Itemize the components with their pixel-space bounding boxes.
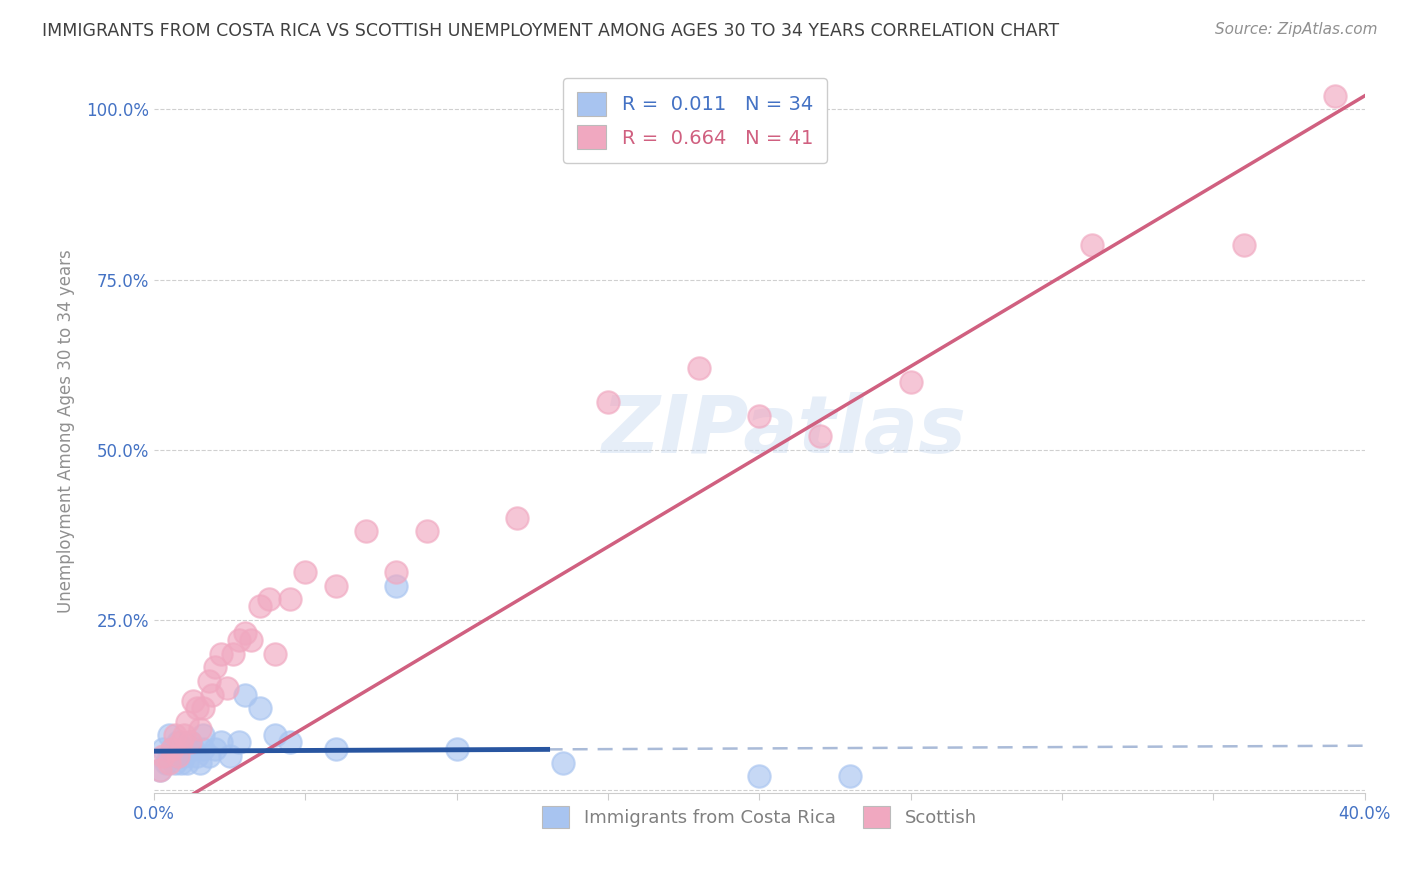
Point <box>152 748 174 763</box>
Point <box>170 735 193 749</box>
Point <box>215 681 238 695</box>
Point <box>191 729 214 743</box>
Point <box>157 748 180 763</box>
Legend: Immigrants from Costa Rica, Scottish: Immigrants from Costa Rica, Scottish <box>536 798 984 835</box>
Point <box>197 674 219 689</box>
Y-axis label: Unemployment Among Ages 30 to 34 years: Unemployment Among Ages 30 to 34 years <box>58 249 75 613</box>
Point <box>155 756 177 770</box>
Point <box>165 729 187 743</box>
Point <box>183 742 205 756</box>
Point <box>176 714 198 729</box>
Point <box>167 748 190 763</box>
Point <box>149 763 172 777</box>
Point <box>228 633 250 648</box>
Point <box>748 769 770 783</box>
Point <box>183 694 205 708</box>
Point <box>149 763 172 777</box>
Point <box>173 729 195 743</box>
Point <box>201 688 224 702</box>
Point <box>1233 238 1256 252</box>
Point <box>188 756 211 770</box>
Point <box>415 524 437 539</box>
Point <box>204 742 226 756</box>
Point <box>257 592 280 607</box>
Point <box>186 748 208 763</box>
Point <box>222 647 245 661</box>
Point <box>179 735 201 749</box>
Point <box>264 647 287 661</box>
Text: Source: ZipAtlas.com: Source: ZipAtlas.com <box>1215 22 1378 37</box>
Point <box>197 748 219 763</box>
Point <box>385 565 408 579</box>
Point <box>157 729 180 743</box>
Point <box>1323 88 1346 103</box>
Point <box>162 742 184 756</box>
Point <box>179 735 201 749</box>
Point <box>839 769 862 783</box>
Point <box>294 565 316 579</box>
Point <box>748 409 770 423</box>
Point <box>249 599 271 614</box>
Point <box>173 748 195 763</box>
Point <box>228 735 250 749</box>
Text: ZIPatlas: ZIPatlas <box>602 392 966 470</box>
Point <box>188 722 211 736</box>
Point <box>233 626 256 640</box>
Point <box>1081 238 1104 252</box>
Point <box>191 701 214 715</box>
Point <box>280 592 302 607</box>
Point <box>325 742 347 756</box>
Point <box>204 660 226 674</box>
Point <box>249 701 271 715</box>
Point <box>218 748 240 763</box>
Point <box>551 756 574 770</box>
Point <box>900 375 922 389</box>
Point <box>506 510 529 524</box>
Point <box>688 361 710 376</box>
Point <box>240 633 263 648</box>
Point <box>233 688 256 702</box>
Point <box>598 395 620 409</box>
Point <box>176 756 198 770</box>
Point <box>325 579 347 593</box>
Text: IMMIGRANTS FROM COSTA RICA VS SCOTTISH UNEMPLOYMENT AMONG AGES 30 TO 34 YEARS CO: IMMIGRANTS FROM COSTA RICA VS SCOTTISH U… <box>42 22 1059 40</box>
Point <box>354 524 377 539</box>
Point <box>191 742 214 756</box>
Point <box>157 756 180 770</box>
Point <box>165 756 187 770</box>
Point <box>209 735 232 749</box>
Point <box>186 701 208 715</box>
Point <box>173 742 195 756</box>
Point <box>446 742 468 756</box>
Point <box>167 735 190 749</box>
Point <box>385 579 408 593</box>
Point <box>264 729 287 743</box>
Point <box>280 735 302 749</box>
Point <box>162 742 184 756</box>
Point <box>167 748 190 763</box>
Point <box>209 647 232 661</box>
Point <box>152 742 174 756</box>
Point <box>170 756 193 770</box>
Point <box>808 429 831 443</box>
